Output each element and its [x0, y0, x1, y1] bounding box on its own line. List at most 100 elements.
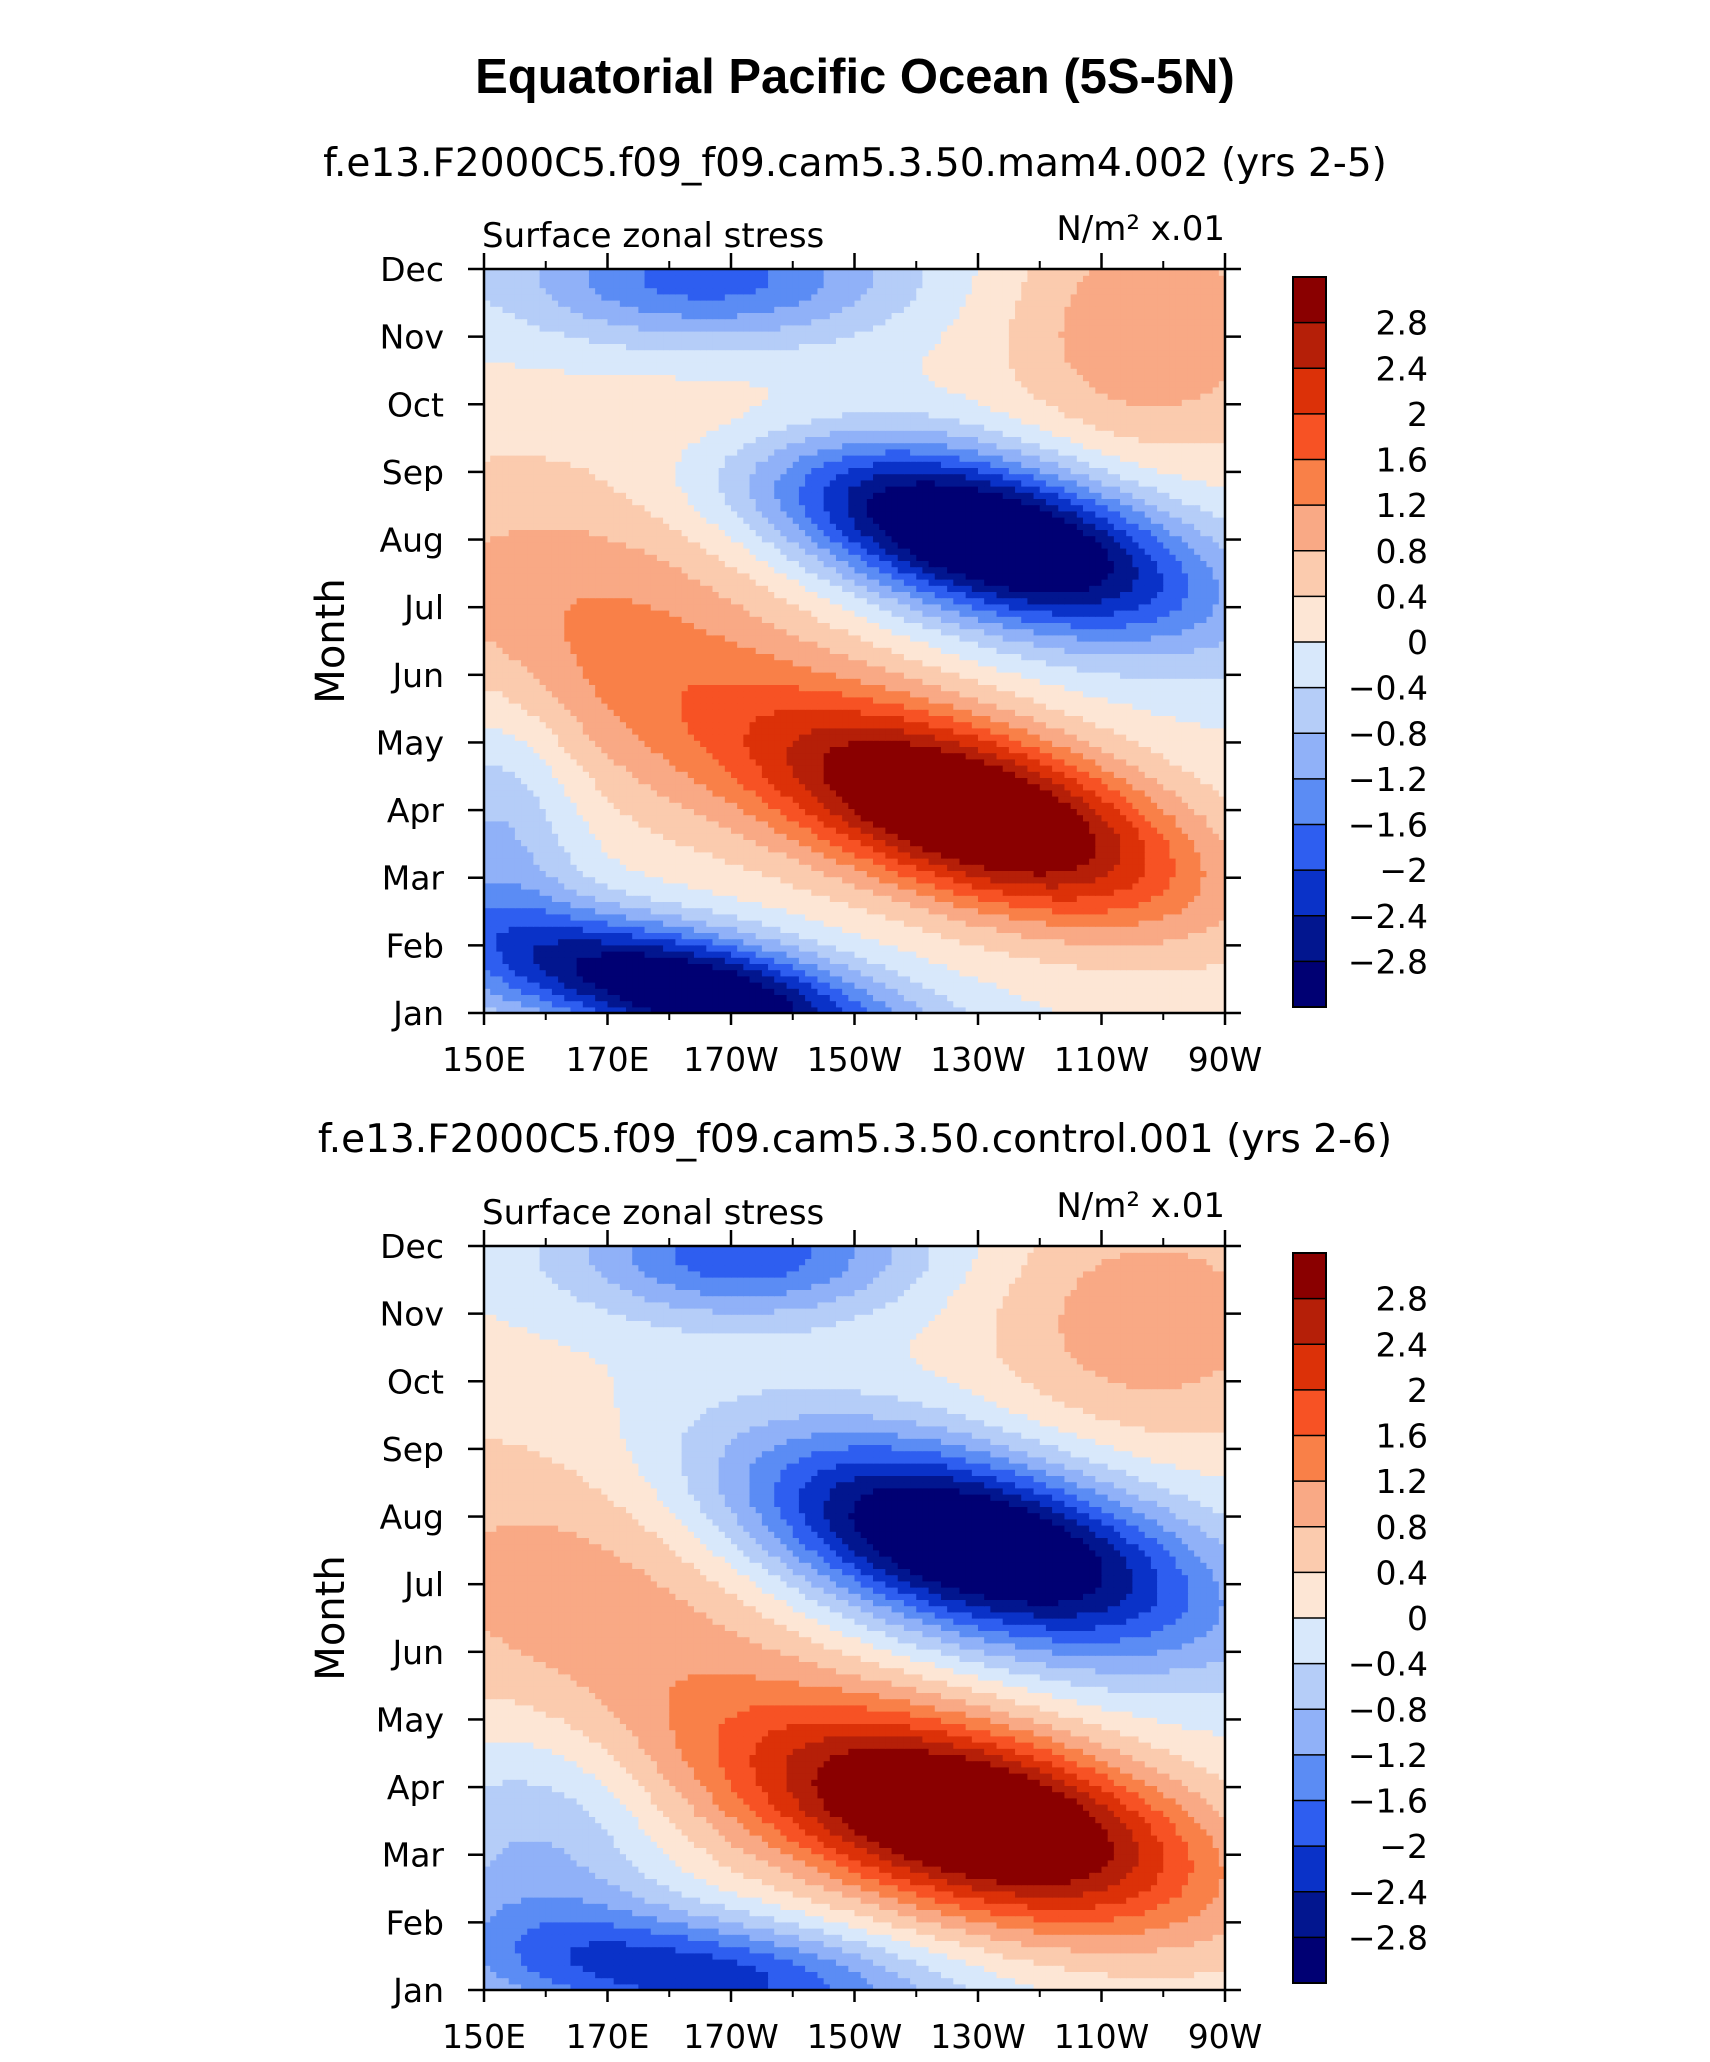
field-cell — [756, 821, 763, 828]
field-cell — [1176, 759, 1183, 766]
field-cell — [533, 994, 540, 1001]
field-cell — [1089, 877, 1096, 884]
field-cell — [966, 796, 973, 803]
field-cell — [861, 895, 868, 902]
field-cell — [916, 808, 923, 815]
field-cell — [768, 939, 775, 946]
field-cell — [1046, 765, 1053, 772]
field-cell — [564, 796, 571, 803]
field-cell — [984, 988, 991, 995]
field-cell — [1058, 833, 1065, 840]
field-cell — [645, 759, 652, 766]
field-cell — [898, 808, 905, 815]
field-cell — [589, 846, 596, 853]
field-cell — [892, 753, 899, 760]
field-cell — [731, 839, 738, 846]
field-cell — [1132, 908, 1139, 915]
field-cell — [1052, 790, 1059, 797]
field-cell — [570, 982, 577, 989]
field-cell — [1071, 932, 1078, 939]
field-cell — [990, 883, 997, 890]
field-cell — [608, 864, 615, 871]
field-cell — [1021, 777, 1028, 784]
field-cell — [595, 901, 602, 908]
field-cell — [892, 808, 899, 815]
field-cell — [700, 827, 707, 834]
field-cell — [533, 771, 540, 778]
field-cell — [1040, 784, 1047, 791]
field-cell — [750, 833, 757, 840]
field-cell — [1003, 821, 1010, 828]
field-cell — [916, 753, 923, 760]
field-cell — [1182, 796, 1189, 803]
field-cell — [1064, 926, 1071, 933]
field-cell — [941, 877, 948, 884]
field-cell — [997, 784, 1004, 791]
field-cell — [1157, 932, 1164, 939]
field-cell — [780, 883, 787, 890]
field-cell — [509, 895, 516, 902]
field-cell — [904, 790, 911, 797]
field-cell — [855, 926, 862, 933]
field-cell — [595, 753, 602, 760]
field-cell — [959, 932, 966, 939]
field-cell — [712, 877, 719, 884]
field-cell — [892, 870, 899, 877]
field-cell — [787, 994, 794, 1001]
field-cell — [1083, 815, 1090, 822]
field-cell — [675, 926, 682, 933]
field-cell — [756, 895, 763, 902]
field-cell — [743, 858, 750, 865]
field-cell — [638, 839, 645, 846]
field-cell — [811, 833, 818, 840]
field-cell — [694, 914, 701, 921]
field-cell — [984, 821, 991, 828]
field-cell — [589, 852, 596, 859]
field-cell — [787, 908, 794, 915]
field-cell — [614, 1001, 621, 1008]
field-cell — [608, 970, 615, 977]
field-cell — [1064, 796, 1071, 803]
field-cell — [1157, 963, 1164, 970]
field-cell — [861, 784, 868, 791]
field-cell — [848, 957, 855, 964]
field-cell — [608, 852, 615, 859]
field-cell — [978, 846, 985, 853]
field-cell — [1157, 827, 1164, 834]
field-cell — [1157, 858, 1164, 865]
field-cell — [540, 753, 547, 760]
field-cell — [737, 815, 744, 822]
field-cell — [490, 833, 497, 840]
field-cell — [1120, 889, 1127, 896]
field-cell — [879, 839, 886, 846]
field-cell — [620, 957, 627, 964]
field-cell — [817, 957, 824, 964]
field-cell — [830, 926, 837, 933]
field-cell — [997, 914, 1004, 921]
field-cell — [966, 790, 973, 797]
field-cell — [1200, 796, 1207, 803]
field-cell — [774, 802, 781, 809]
field-cell — [997, 790, 1004, 797]
field-cell — [824, 926, 831, 933]
field-cell — [1027, 796, 1034, 803]
field-cell — [787, 939, 794, 946]
field-cell — [768, 908, 775, 915]
field-cell — [811, 901, 818, 908]
field-cell — [589, 753, 596, 760]
field-cell — [811, 883, 818, 890]
field-cell — [1188, 839, 1195, 846]
field-cell — [490, 821, 497, 828]
field-cell — [583, 994, 590, 1001]
field-cell — [577, 765, 584, 772]
field-cell — [558, 908, 565, 915]
field-cell — [830, 901, 837, 908]
field-cell — [540, 945, 547, 952]
field-cell — [601, 858, 608, 865]
field-cell — [867, 877, 874, 884]
field-cell — [1034, 895, 1041, 902]
field-cell — [1206, 889, 1213, 896]
field-cell — [1200, 970, 1207, 977]
field-cell — [1089, 889, 1096, 896]
field-cell — [546, 808, 553, 815]
